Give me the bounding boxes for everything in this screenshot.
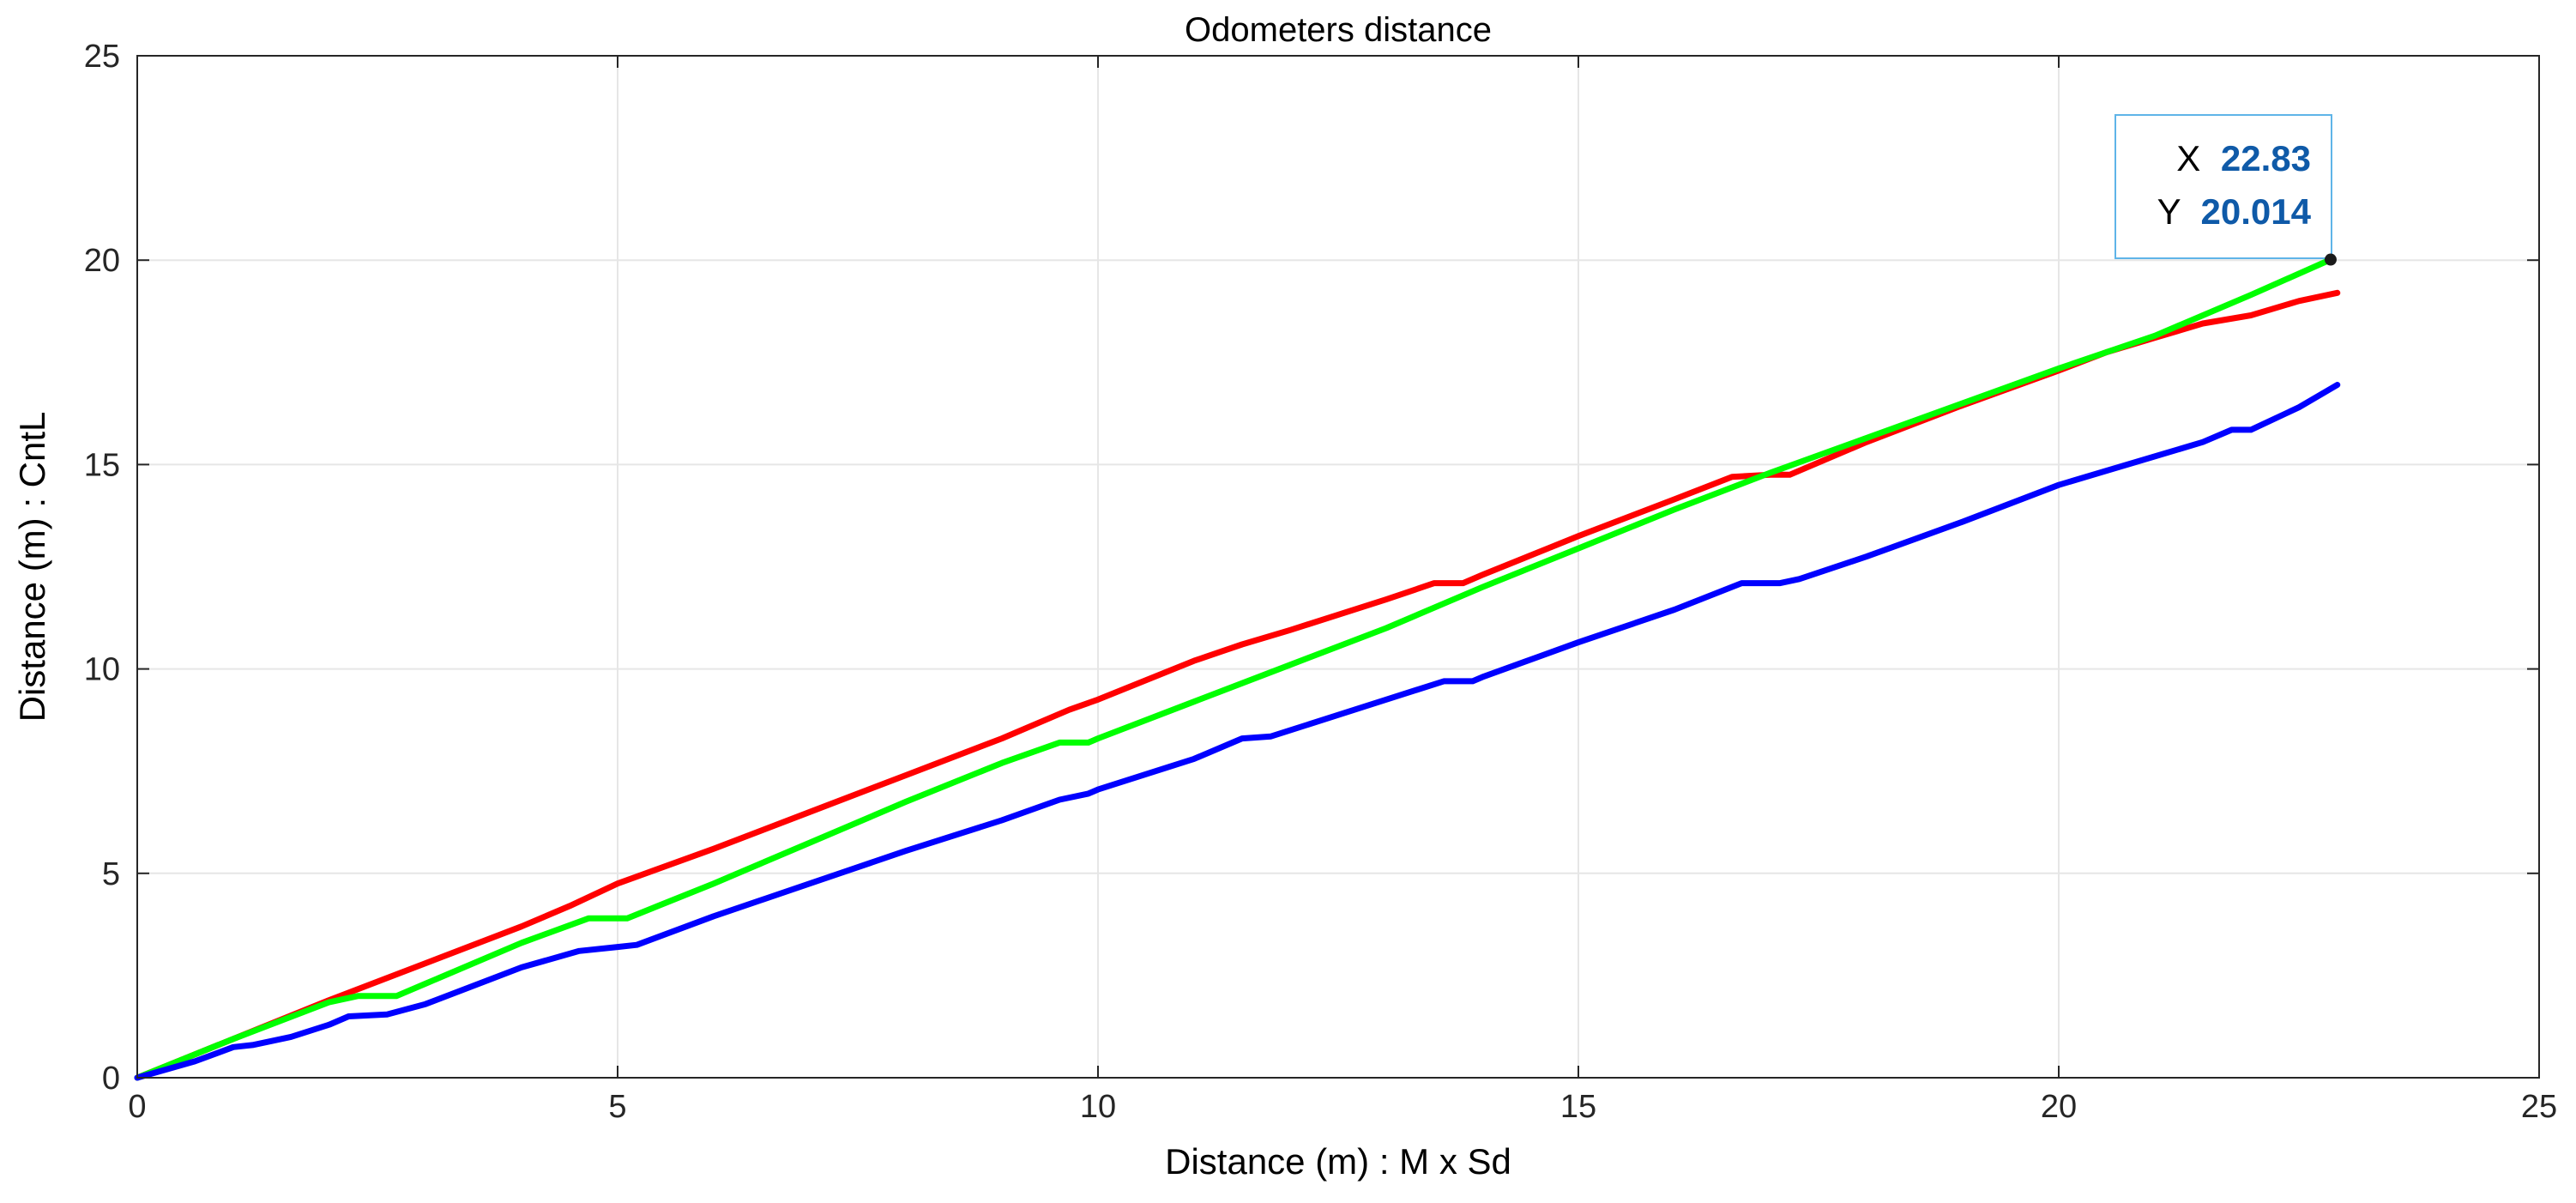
y-tick-label: 25: [84, 39, 120, 75]
x-tick-label: 20: [2041, 1089, 2077, 1125]
y-axis-label: Distance (m) : CntL: [12, 412, 52, 722]
x-tick-label: 10: [1080, 1089, 1116, 1125]
y-tick-label: 20: [84, 243, 120, 279]
chart-title: Odometers distance: [1185, 11, 1492, 49]
y-tick-label: 0: [102, 1061, 120, 1097]
data-tip-x-value: 22.83: [2221, 138, 2311, 178]
data-tip-y-row: Y 20.014: [2157, 191, 2312, 232]
data-tip-x-row: X 22.83: [2176, 138, 2311, 178]
data-tip[interactable]: X 22.83 Y 20.014: [2114, 114, 2337, 266]
series-layer: [134, 257, 2341, 1081]
data-tip-y-value: 20.014: [2201, 191, 2312, 232]
x-tick-label: 0: [128, 1089, 146, 1125]
data-tip-marker[interactable]: [2324, 253, 2337, 266]
y-tick-label: 10: [84, 652, 120, 688]
plot-frame: [136, 55, 2540, 1079]
x-axis-label: Distance (m) : M x Sd: [1165, 1141, 1511, 1182]
data-tip-y-label: Y: [2157, 191, 2181, 232]
data-tip-box: [2114, 114, 2332, 259]
ticks-layer: 0 5 10 15 20 25 0 5 10 15 20 25: [84, 39, 2557, 1125]
data-tip-x-label: X: [2176, 138, 2200, 178]
series-line-2: [134, 257, 2334, 1081]
x-tick-label: 5: [608, 1089, 626, 1125]
grid-layer: [137, 56, 2539, 1078]
x-tick-label: 25: [2521, 1089, 2557, 1125]
y-tick-label: 5: [102, 856, 120, 892]
x-tick-label: 15: [1560, 1089, 1596, 1125]
y-tick-label: 15: [84, 447, 120, 483]
series-line-3: [134, 382, 2341, 1081]
